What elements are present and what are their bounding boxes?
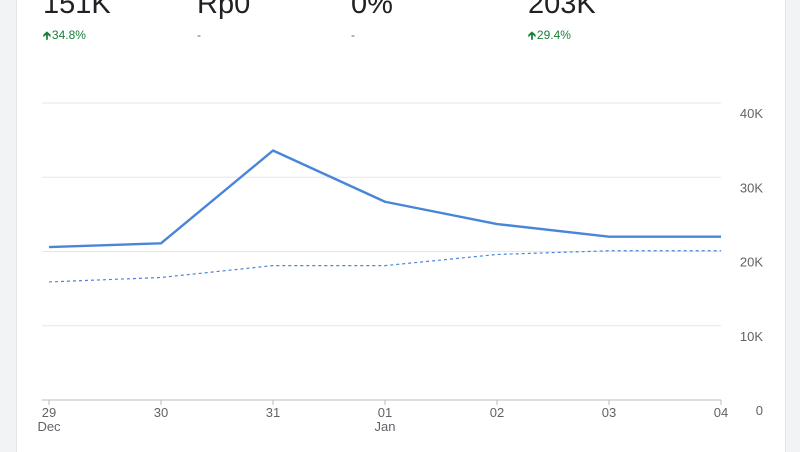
- metric-3-change: -: [351, 28, 355, 42]
- metric-1-value: 151K: [43, 0, 111, 20]
- x-tick-label: 03: [602, 405, 616, 420]
- metric-1-change-value: 34.8%: [51, 28, 86, 42]
- metric-4[interactable]: 203K 🡱29.4%: [528, 0, 596, 43]
- metric-3[interactable]: 0% -: [351, 0, 393, 42]
- arrow-up-icon: 🡱: [528, 30, 536, 42]
- y-tick-label: 20K: [740, 255, 763, 270]
- x-tick-label: 30: [154, 405, 168, 420]
- y-tick-label: 30K: [740, 180, 763, 195]
- x-tick-label: 04: [714, 405, 728, 420]
- metric-1[interactable]: 151K 🡱34.8%: [43, 0, 111, 43]
- y-tick-label: 40K: [740, 106, 763, 121]
- y-tick-label: 10K: [740, 329, 763, 344]
- series-line-current: [48, 149, 721, 249]
- metric-4-change: 🡱29.4%: [528, 28, 596, 43]
- metric-3-value: 0%: [351, 0, 393, 20]
- metric-2-value: Rp0: [197, 0, 251, 20]
- x-tick-label: 01: [378, 405, 392, 420]
- x-tick-sublabel: Dec: [37, 419, 61, 434]
- arrow-up-icon: 🡱: [43, 30, 51, 42]
- x-tick-label: 29: [42, 405, 56, 420]
- x-tick-label: 02: [490, 405, 504, 420]
- metric-4-change-value: 29.4%: [536, 28, 571, 42]
- report-card: 151K 🡱34.8% Rp0 - 0% - 203K 🡱29.4%: [16, 0, 786, 452]
- metric-2-change: -: [197, 28, 201, 42]
- metric-2[interactable]: Rp0 -: [197, 0, 250, 42]
- x-tick-sublabel: Jan: [375, 419, 396, 434]
- metric-4-value: 203K: [528, 0, 596, 20]
- metric-1-change: 🡱34.8%: [43, 28, 111, 43]
- y-tick-label: 0: [756, 403, 763, 418]
- series-line-comparison: [48, 250, 721, 283]
- x-tick-label: 31: [266, 405, 280, 420]
